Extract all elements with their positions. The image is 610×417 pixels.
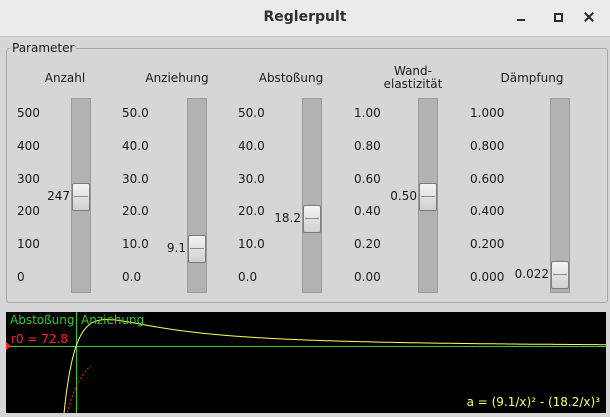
tick-label-anzahl: 0 [17, 270, 25, 284]
tick-label-daempfung: 0.600 [470, 171, 505, 186]
tick-label-daempfung: 0.000 [470, 270, 505, 284]
slider-value-daempfung: 0.022 [514, 267, 549, 282]
tick-label-abstossung: 10.0 [238, 237, 265, 252]
tick-label-anzahl: 400 [17, 138, 40, 153]
tick-label-anzahl: 200 [17, 204, 40, 219]
tick-label-anziehung: 40.0 [122, 138, 149, 153]
slider-label-wandelastizitaet: Wand- elastizität [383, 64, 443, 91]
tick-label-daempfung: 0.800 [470, 138, 505, 153]
slider-value-wandelastizitaet: 0.50 [390, 188, 417, 203]
tick-label-anzahl: 300 [17, 171, 40, 186]
slider-track-abstossung[interactable] [302, 98, 322, 293]
tick-label-wandelastizitaet: 1.00 [354, 106, 381, 120]
tick-label-anzahl: 500 [17, 106, 40, 120]
attraction-label: Anziehung [81, 313, 145, 327]
minimize-icon[interactable] [512, 8, 530, 26]
tick-label-wandelastizitaet: 0.60 [354, 171, 381, 186]
tick-label-wandelastizitaet: 0.00 [354, 270, 381, 284]
parameter-group-label: Parameter [10, 41, 77, 55]
tick-label-daempfung: 1.000 [470, 106, 505, 120]
force-curve [63, 319, 606, 413]
tick-label-anziehung: 30.0 [122, 171, 149, 186]
tick-label-anziehung: 20.0 [122, 204, 149, 219]
slider-track-wandelastizitaet[interactable] [418, 98, 438, 293]
tick-label-abstossung: 40.0 [238, 138, 265, 153]
slider-value-anzahl: 247 [47, 189, 70, 204]
tick-label-abstossung: 20.0 [238, 204, 265, 219]
tick-label-wandelastizitaet: 0.20 [354, 237, 381, 252]
tick-label-wandelastizitaet: 0.40 [354, 204, 381, 219]
window-title: Reglerpult [263, 9, 347, 25]
tick-label-abstossung: 0.0 [238, 270, 258, 284]
slider-track-anzahl[interactable] [71, 98, 91, 293]
tick-label-anzahl: 100 [17, 237, 40, 252]
slider-handle-anziehung[interactable] [188, 234, 206, 263]
tick-label-anziehung: 50.0 [122, 106, 149, 120]
maximize-icon[interactable] [549, 8, 567, 26]
slider-label-anziehung: Anziehung [145, 71, 209, 85]
slider-value-abstossung: 18.2 [274, 210, 301, 225]
tick-label-anziehung: 10.0 [122, 237, 149, 252]
r0-label: r0 = 72.8 [11, 332, 68, 346]
slider-label-daempfung: Dämpfung [500, 71, 564, 85]
parameter-group [6, 48, 608, 303]
slider-handle-anzahl[interactable] [72, 183, 90, 212]
slider-label-abstossung: Abstoßung [258, 71, 324, 85]
title-bar: Reglerpult [0, 0, 610, 37]
repulsion-curve [66, 365, 92, 413]
slider-value-anziehung: 9.1 [166, 240, 186, 255]
slider-track-anziehung[interactable] [187, 98, 207, 293]
repulsion-label: Abstoßung [10, 313, 75, 327]
force-plot: Abstoßung Anziehung r0 = 72.8 a = (9.1/x… [6, 312, 606, 413]
slider-handle-wandelastizitaet[interactable] [419, 182, 437, 211]
force-plot-canvas [6, 312, 606, 413]
slider-track-daempfung[interactable] [550, 98, 570, 293]
r0-marker [6, 342, 11, 350]
slider-label-anzahl: Anzahl [44, 71, 86, 85]
tick-label-abstossung: 50.0 [238, 106, 265, 120]
tick-label-abstossung: 30.0 [238, 171, 265, 186]
tick-label-daempfung: 0.400 [470, 204, 505, 219]
slider-handle-daempfung[interactable] [551, 261, 569, 290]
tick-label-wandelastizitaet: 0.80 [354, 138, 381, 153]
close-icon[interactable] [580, 8, 598, 26]
tick-label-anziehung: 0.0 [122, 270, 142, 284]
formula-label: a = (9.1/x)² - (18.2/x)³ [466, 395, 600, 409]
slider-handle-abstossung[interactable] [303, 204, 321, 233]
tick-label-daempfung: 0.200 [470, 237, 505, 252]
